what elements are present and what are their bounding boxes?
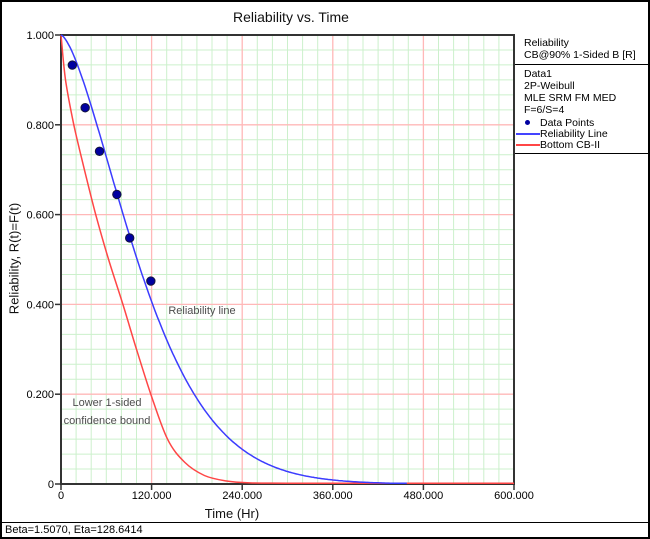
svg-text:120.000: 120.000 [132,490,172,502]
svg-text:1.000: 1.000 [26,30,54,42]
legend-item-bottom-cb: Bottom CB-II [515,138,648,151]
svg-text:0.200: 0.200 [26,389,54,401]
svg-text:0.800: 0.800 [26,120,54,132]
legend-item-data-points: Data Points [515,116,648,129]
legend-item-label: Bottom CB-II [540,138,601,151]
legend-sample-info: F=6/S=4 [524,104,565,116]
legend-header: Reliability CB@90% 1-Sided B [R] [515,35,648,65]
confidence-bound-curve [60,34,514,484]
legend-series: Data Points Reliability Line Bottom CB-I… [515,116,648,154]
legend-distribution: 2P-Weibull [524,80,575,92]
status-bar: Beta=1.5070, Eta=128.6414 [2,522,648,537]
reliability-line-marker-icon [515,132,540,135]
data-points-marker-icon [515,120,540,125]
legend-result-type: Reliability [524,37,569,49]
svg-text:360.000: 360.000 [313,490,353,502]
legend-item-label: Data Points [540,116,595,129]
legend-confidence-info: CB@90% 1-Sided B [R] [524,49,636,61]
bottom-cb-marker-icon [515,143,540,146]
data-point [112,189,122,200]
svg-text:0.400: 0.400 [26,299,54,311]
svg-text:600.000: 600.000 [494,490,534,502]
annotation-reliability-line: Reliability line [160,302,244,320]
chart-title: Reliability vs. Time [233,9,349,25]
legend: Reliability CB@90% 1-Sided B [R] Data1 2… [515,35,648,154]
legend-info: Data1 2P-Weibull MLE SRM FM MED F=6/S=4 [515,65,648,116]
svg-text:0: 0 [58,490,64,502]
data-point [80,103,90,113]
y-axis-title: Reliability, R(t)=F(t) [6,202,22,315]
legend-dataset-name: Data1 [524,68,553,80]
legend-item-reliability-line: Reliability Line [515,127,648,140]
data-point [94,146,105,156]
svg-text:480.000: 480.000 [404,490,444,502]
x-axis-title: Time (Hr) [204,506,260,521]
data-point [146,276,156,286]
svg-text:240.000: 240.000 [222,490,262,502]
data-point [67,60,78,70]
svg-text:0: 0 [48,479,54,491]
annotation-text: Lower 1-sided [72,397,142,409]
status-bar-parameters: Beta=1.5070, Eta=128.6414 [5,524,143,536]
reliability-curve [60,34,407,484]
annotation-confidence-bound: Lower 1-sided confidence bound [60,394,154,430]
annotation-text: confidence bound [63,415,151,427]
legend-analysis-method: MLE SRM FM MED [524,92,617,104]
legend-item-label: Reliability Line [540,127,608,140]
annotation-text: Reliability line [168,305,236,317]
data-point [125,233,135,243]
svg-text:0.600: 0.600 [26,210,54,222]
